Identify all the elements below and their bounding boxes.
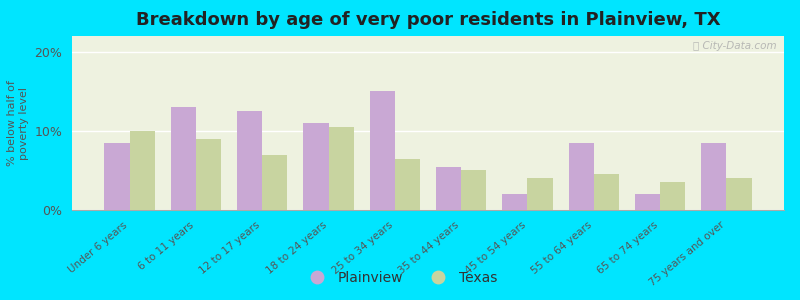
Bar [370, 92, 395, 210]
Bar [461, 170, 486, 210]
Bar [660, 182, 686, 210]
Bar [303, 123, 329, 210]
Bar [262, 154, 287, 210]
Bar [237, 111, 262, 210]
Bar [329, 127, 354, 210]
Y-axis label: % below half of
poverty level: % below half of poverty level [7, 80, 29, 166]
Bar [196, 139, 221, 210]
Title: Breakdown by age of very poor residents in Plainview, TX: Breakdown by age of very poor residents … [136, 11, 720, 29]
Bar [130, 131, 154, 210]
Legend: Plainview, Texas: Plainview, Texas [298, 265, 502, 290]
Bar [527, 178, 553, 210]
Text: ⓘ City-Data.com: ⓘ City-Data.com [694, 41, 777, 51]
Bar [170, 107, 196, 210]
Bar [635, 194, 660, 210]
Bar [726, 178, 752, 210]
Bar [502, 194, 527, 210]
Bar [436, 167, 461, 210]
Bar [594, 174, 619, 210]
Bar [104, 143, 130, 210]
Bar [395, 159, 420, 210]
Bar [702, 143, 726, 210]
Bar [569, 143, 594, 210]
